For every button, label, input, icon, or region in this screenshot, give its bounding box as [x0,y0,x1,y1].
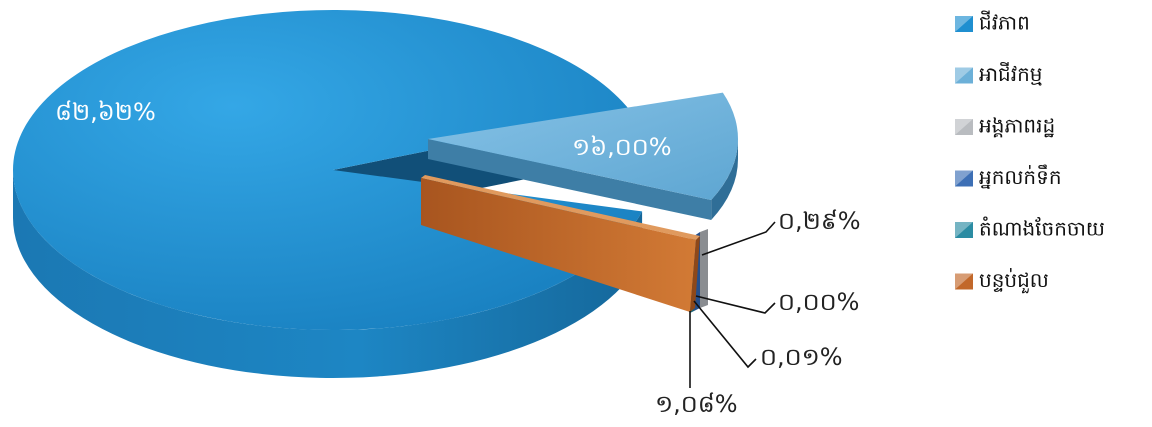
legend-label-3: អ្នកលក់ទឹក [979,164,1062,189]
legend-item-4: តំណាងចែកចាយ [955,216,1105,241]
legend-swatch-4 [955,222,973,238]
legend-item-2: អង្គភាពរដ្ឋ [955,114,1055,138]
legend-label-1: អាជីវកម្ម [979,61,1042,86]
leader-line-3 [695,295,776,314]
legend-swatch-3 [955,170,973,187]
value-label-2: ០,២៩% [778,207,861,235]
pie-slice-0 [12,9,643,378]
leader-line-2 [701,221,776,256]
legend: ជីវភាពអាជីវកម្មអង្គភាពរដ្ឋអ្នកលក់ទឹកតំណា… [955,10,1105,294]
value-label-0: ៨២,៦២% [55,98,156,126]
leader-line-4 [693,300,757,369]
legend-label-0: ជីវភាព [979,10,1030,35]
pie-slice-2 [700,229,708,308]
legend-swatch-0 [955,16,973,32]
legend-swatch-2 [955,119,973,135]
legend-swatch-1 [955,67,973,84]
legend-item-5: បន្ទប់ជួល [955,267,1049,294]
value-label-3: ០,០០% [778,288,859,316]
value-label-4: ០,០១% [760,343,843,371]
pie-slice-5 [421,175,700,312]
legend-label-5: បន្ទប់ជួល [979,267,1049,294]
legend-label-4: តំណាងចែកចាយ [979,216,1105,241]
legend-item-0: ជីវភាព [955,10,1030,35]
legend-swatch-5 [955,273,973,290]
legend-label-2: អង្គភាពរដ្ឋ [979,114,1055,138]
value-label-5: ១,០៨% [655,390,738,418]
pie-slice-1 [428,92,738,221]
legend-item-3: អ្នកលក់ទឹក [955,164,1062,189]
legend-item-1: អាជីវកម្ម [955,61,1042,86]
value-label-1: ១៦,០០% [572,133,672,161]
